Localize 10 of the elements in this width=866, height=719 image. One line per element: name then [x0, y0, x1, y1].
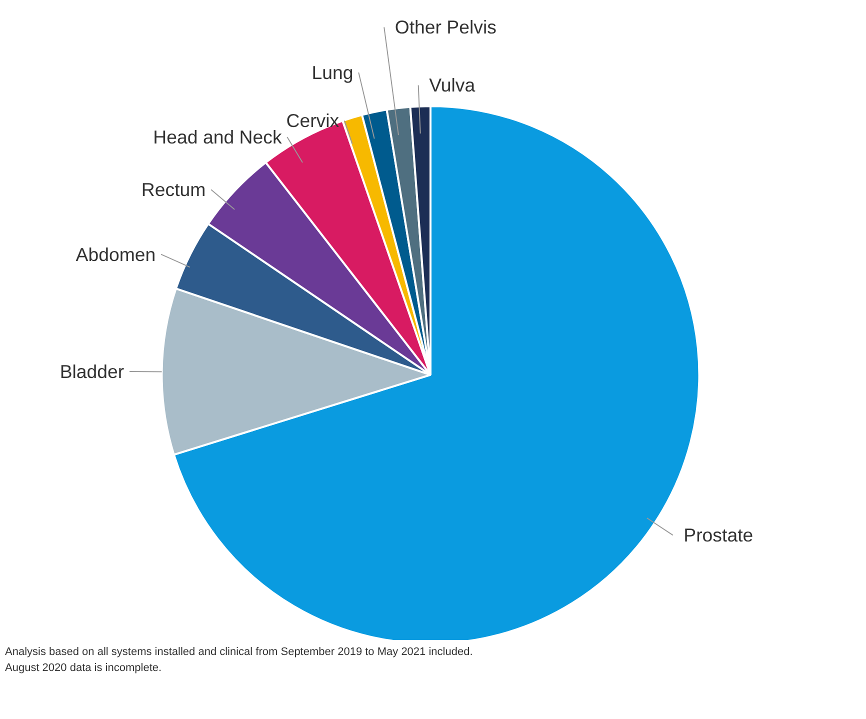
slice-label: Rectum	[141, 179, 206, 200]
slice-label: Head and Neck	[153, 126, 282, 148]
slice-label: Cervix	[286, 110, 340, 132]
slice-label: Other Pelvis	[394, 16, 496, 38]
slice-label: Vulva	[429, 74, 476, 96]
slice-label: Abdomen	[76, 244, 156, 265]
text: Analysis based on all systems installed and clinical from September 2019 to May 2021 included. August 2020 data is incomplete.	[5, 645, 474, 676]
slice-label: Bladder	[60, 360, 124, 382]
slice-label: Lung	[312, 62, 354, 84]
slice-label: Prostate	[684, 524, 754, 546]
